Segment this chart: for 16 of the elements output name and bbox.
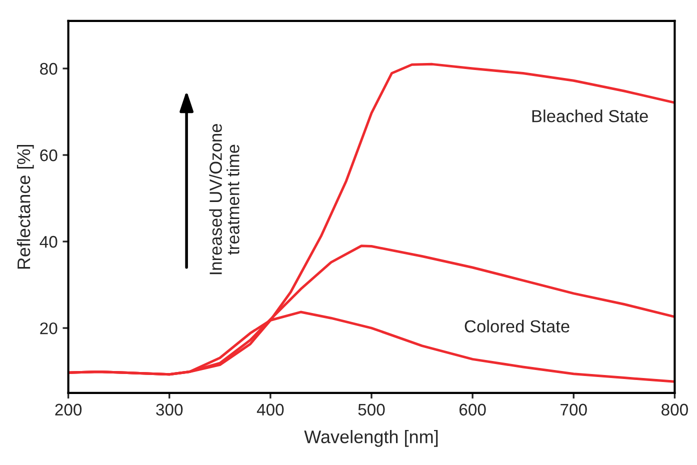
y-tick-label: 20 [40, 322, 58, 334]
x-tick-label: 600 [460, 404, 486, 416]
y-tick-label: 60 [40, 149, 58, 162]
annotation: Inreased UV/Ozone treatment time [209, 124, 240, 274]
x-tick-label: 300 [156, 404, 183, 416]
annotation: Colored State [464, 320, 570, 332]
annotation: Bleached State [532, 110, 648, 122]
x-tick-label: 200 [55, 404, 82, 416]
y-tick-label: 40 [40, 236, 58, 248]
x-tick-label: 500 [358, 404, 385, 416]
x-tick-label: 400 [256, 404, 284, 416]
y-tick-label: 80 [40, 62, 58, 75]
x-tick-label: 700 [560, 404, 587, 416]
x-tick-label: 800 [662, 404, 688, 416]
y-axis-title: Reflectance [%] [16, 144, 34, 269]
x-axis-title: Wavelength [nm] [304, 430, 438, 447]
